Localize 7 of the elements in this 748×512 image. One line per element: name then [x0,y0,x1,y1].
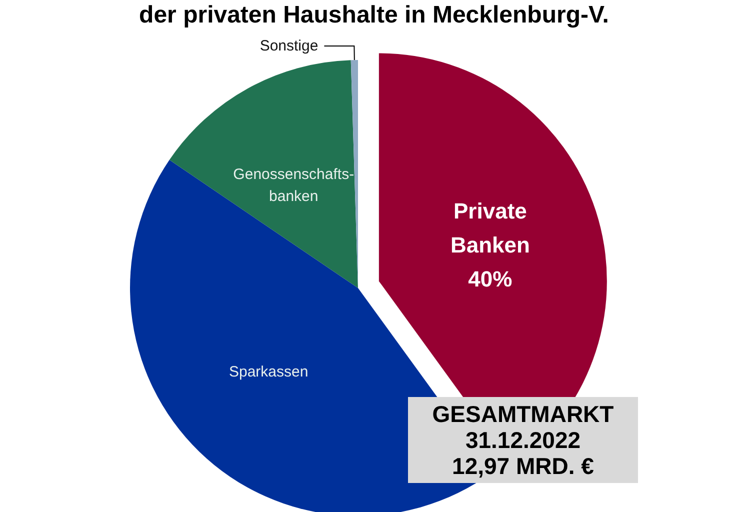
slice-label: Sonstige [260,38,318,55]
slice-label: Genossenschafts- banken [233,166,354,205]
text: GESAMTMARKT 31.12.2022 12,97 MRD. € [432,401,614,479]
data-label: 40% [468,266,512,292]
chart-title: der privaten Haushalte in Mecklenburg-V. [139,2,609,28]
slice-label: Sparkassen [228,364,308,381]
slice-label: Private Banken [450,198,530,258]
